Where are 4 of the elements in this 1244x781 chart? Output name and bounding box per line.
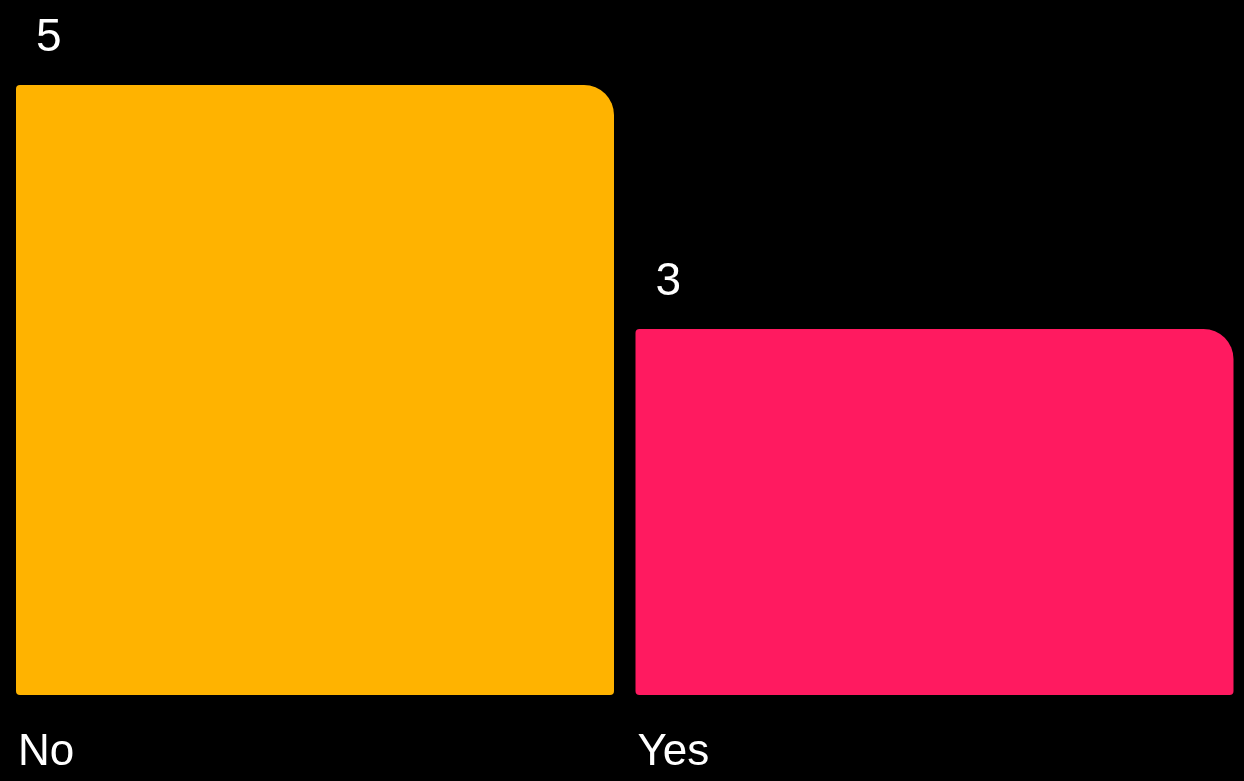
data-label: 3 [655, 253, 682, 305]
x-tick-label: No [18, 725, 75, 774]
data-label: 5 [36, 9, 62, 61]
x-tick-label: Yes [637, 725, 710, 774]
